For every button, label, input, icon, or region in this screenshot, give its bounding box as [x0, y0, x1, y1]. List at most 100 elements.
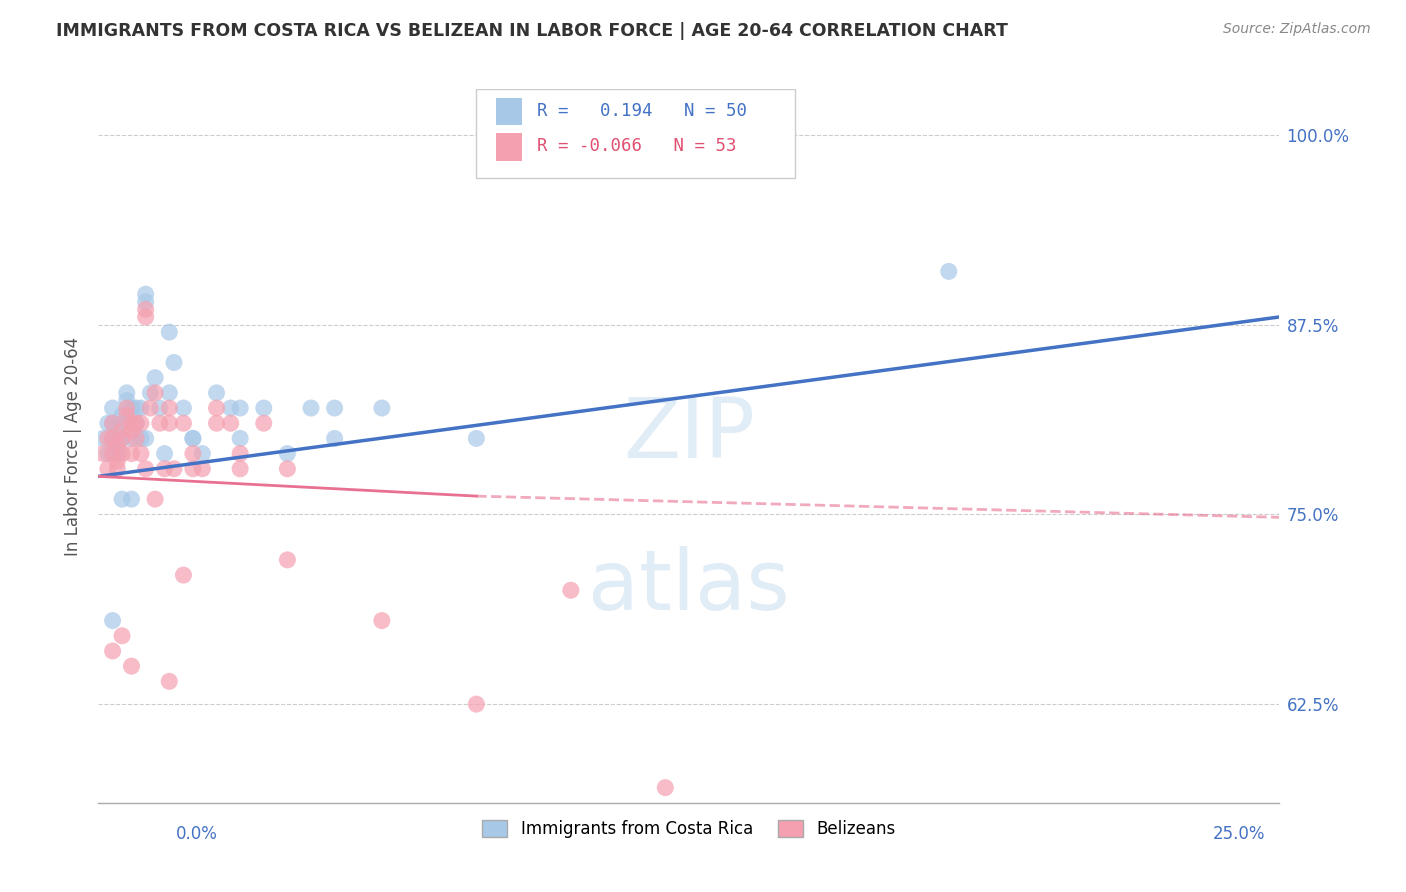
Point — [115, 409, 138, 423]
Point — [135, 431, 157, 445]
FancyBboxPatch shape — [496, 134, 523, 161]
Point — [121, 659, 143, 673]
Point — [105, 439, 128, 453]
Point — [299, 401, 322, 415]
Point — [121, 492, 143, 507]
Point — [172, 568, 194, 582]
Point — [115, 401, 138, 415]
Point — [163, 462, 186, 476]
Point — [125, 431, 148, 445]
Point — [938, 264, 960, 278]
Point — [276, 462, 298, 476]
Y-axis label: In Labor Force | Age 20-64: In Labor Force | Age 20-64 — [63, 336, 82, 556]
Point — [143, 370, 166, 384]
Point — [135, 302, 157, 317]
Point — [323, 431, 346, 445]
Point — [149, 416, 172, 430]
Text: Source: ZipAtlas.com: Source: ZipAtlas.com — [1223, 22, 1371, 37]
Point — [157, 416, 180, 430]
Point — [111, 431, 134, 445]
Point — [121, 431, 143, 445]
Point — [105, 424, 128, 438]
Point — [181, 462, 204, 476]
Point — [205, 416, 228, 430]
Point — [121, 409, 143, 423]
Point — [157, 401, 180, 415]
Point — [153, 462, 176, 476]
Point — [97, 431, 120, 445]
Text: IMMIGRANTS FROM COSTA RICA VS BELIZEAN IN LABOR FORCE | AGE 20-64 CORRELATION CH: IMMIGRANTS FROM COSTA RICA VS BELIZEAN I… — [56, 22, 1008, 40]
Point — [101, 644, 124, 658]
Point — [172, 416, 194, 430]
Point — [163, 355, 186, 369]
Point — [125, 401, 148, 415]
Point — [135, 294, 157, 309]
Point — [111, 409, 134, 423]
Point — [157, 325, 180, 339]
Point — [654, 780, 676, 795]
Point — [153, 447, 176, 461]
Point — [129, 401, 152, 415]
Point — [181, 431, 204, 445]
Text: R =   0.194   N = 50: R = 0.194 N = 50 — [537, 102, 747, 120]
Text: R = -0.066   N = 53: R = -0.066 N = 53 — [537, 137, 737, 155]
Point — [157, 385, 180, 400]
Point — [276, 447, 298, 461]
Point — [125, 416, 148, 430]
Point — [149, 401, 172, 415]
Point — [97, 416, 120, 430]
Point — [253, 416, 276, 430]
Point — [105, 447, 128, 461]
Point — [135, 287, 157, 301]
FancyBboxPatch shape — [477, 89, 796, 178]
Point — [205, 385, 228, 400]
Point — [219, 401, 242, 415]
Point — [97, 462, 120, 476]
Point — [157, 674, 180, 689]
Point — [101, 431, 124, 445]
Point — [276, 553, 298, 567]
Point — [121, 447, 143, 461]
Point — [111, 424, 134, 438]
Point — [101, 431, 124, 445]
Point — [129, 447, 152, 461]
Point — [101, 614, 124, 628]
Point — [139, 401, 162, 415]
Point — [135, 310, 157, 324]
Point — [371, 614, 394, 628]
Point — [129, 416, 152, 430]
Legend: Immigrants from Costa Rica, Belizeans: Immigrants from Costa Rica, Belizeans — [475, 813, 903, 845]
Point — [101, 401, 124, 415]
Point — [229, 431, 252, 445]
Point — [101, 416, 124, 430]
Text: 0.0%: 0.0% — [176, 825, 218, 843]
Text: ZIP: ZIP — [623, 393, 755, 475]
Point — [181, 431, 204, 445]
Point — [115, 385, 138, 400]
Point — [229, 447, 252, 461]
Point — [105, 454, 128, 468]
Point — [101, 416, 124, 430]
Point — [105, 462, 128, 476]
Point — [139, 385, 162, 400]
Point — [91, 447, 114, 461]
Point — [105, 439, 128, 453]
Point — [229, 462, 252, 476]
Point — [135, 462, 157, 476]
Point — [560, 583, 582, 598]
FancyBboxPatch shape — [496, 98, 523, 125]
Point — [125, 416, 148, 430]
Point — [465, 697, 488, 711]
Point — [115, 393, 138, 408]
Point — [129, 431, 152, 445]
Point — [371, 401, 394, 415]
Point — [219, 416, 242, 430]
Point — [181, 447, 204, 461]
Point — [111, 431, 134, 445]
Text: 25.0%: 25.0% — [1213, 825, 1265, 843]
Text: atlas: atlas — [588, 546, 790, 627]
Point — [191, 462, 214, 476]
Point — [111, 416, 134, 430]
Point — [111, 447, 134, 461]
Point — [253, 401, 276, 415]
